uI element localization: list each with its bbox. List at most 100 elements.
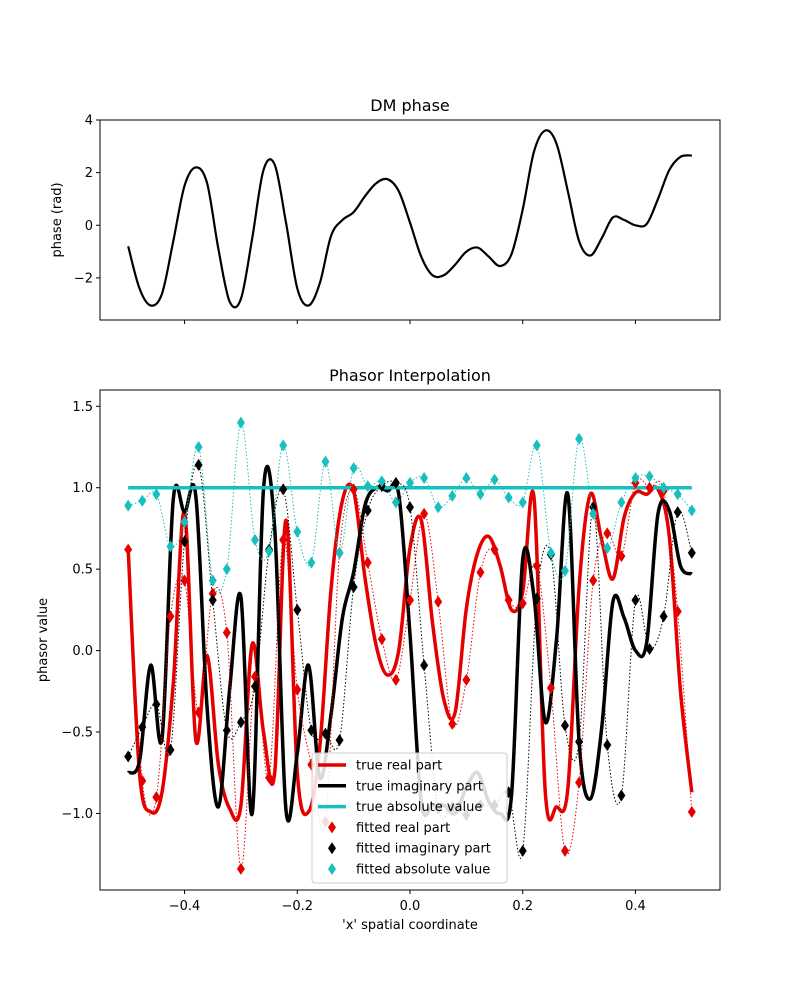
marker-fitted-absolute-value: [575, 432, 584, 445]
phasor-xtick-label: −0.4: [169, 899, 201, 914]
marker-fitted-imaginary-part: [335, 734, 344, 747]
marker-fitted-real-part: [251, 670, 259, 683]
marker-fitted-real-part: [532, 559, 541, 572]
legend: true real part true imaginary part true ab…: [311, 752, 508, 884]
interp-fitted-absolute-value: [128, 422, 693, 594]
phasor-xlabel: 'x' spatial coordinate: [342, 918, 478, 933]
marker-fitted-imaginary-part: [363, 504, 372, 517]
marker-fitted-absolute-value: [420, 471, 429, 484]
marker-fitted-absolute-value: [687, 504, 696, 517]
phasor-xtick-label: 0.4: [625, 899, 646, 914]
marker-fitted-imaginary-part: [575, 735, 584, 748]
marker-fitted-real-part: [673, 605, 682, 618]
marker-fitted-absolute-value: [377, 475, 386, 488]
marker-fitted-real-part: [561, 844, 569, 857]
marker-fitted-imaginary-part: [420, 659, 429, 672]
marker-fitted-real-part: [363, 556, 372, 569]
marker-fitted-imaginary-part: [321, 727, 330, 740]
legend-box: [311, 752, 508, 884]
marker-fitted-imaginary-part: [138, 721, 147, 734]
marker-fitted-absolute-value: [124, 499, 133, 512]
marker-fitted-absolute-value: [208, 574, 217, 587]
legend-label: true imaginary part: [356, 779, 483, 794]
marker-fitted-imaginary-part: [406, 501, 414, 514]
marker-fitted-absolute-value: [673, 488, 682, 501]
marker-fitted-imaginary-part: [236, 716, 245, 729]
marker-fitted-imaginary-part: [645, 642, 654, 655]
marker-fitted-real-part: [124, 543, 133, 556]
marker-fitted-absolute-value: [307, 556, 316, 569]
marker-fitted-imaginary-part: [518, 844, 527, 857]
marker-fitted-absolute-value: [166, 540, 175, 553]
marker-fitted-absolute-value: [518, 496, 527, 509]
marker-fitted-real-part: [166, 610, 175, 623]
marker-fitted-absolute-value: [561, 564, 569, 577]
phasor-xtick-label: 0.0: [400, 899, 421, 914]
marker-fitted-absolute-value: [589, 507, 598, 520]
marker-fitted-real-part: [645, 481, 654, 494]
legend-label: fitted real part: [356, 821, 450, 836]
marker-fitted-absolute-value: [152, 488, 161, 501]
marker-fitted-real-part: [391, 673, 400, 686]
marker-fitted-absolute-value: [434, 501, 443, 514]
marker-fitted-imaginary-part: [307, 724, 316, 737]
marker-fitted-absolute-value: [321, 455, 330, 468]
marker-fitted-real-part: [152, 791, 161, 804]
marker-fitted-real-part: [434, 595, 443, 608]
marker-fitted-real-part: [575, 776, 584, 789]
marker-fitted-absolute-value: [617, 496, 626, 509]
dm-phase-title: DM phase: [370, 96, 450, 115]
marker-fitted-absolute-value: [532, 439, 541, 452]
marker-fitted-imaginary-part: [251, 680, 259, 693]
marker-fitted-imaginary-part: [152, 698, 161, 711]
marker-fitted-imaginary-part: [279, 483, 288, 496]
marker-fitted-real-part: [222, 626, 231, 639]
marker-fitted-absolute-value: [194, 441, 203, 454]
marker-fitted-absolute-value: [335, 546, 344, 559]
marker-fitted-imaginary-part: [532, 592, 541, 605]
marker-fitted-absolute-value: [138, 494, 147, 507]
phasor-title: Phasor Interpolation: [329, 366, 491, 385]
phasor-ticks: 1.5 1.0 0.5 0.0 −0.5 −1.0 −0.4 −0.2 0.0 0.2 0.4: [61, 400, 645, 914]
marker-fitted-real-part: [448, 717, 457, 730]
marker-fitted-imaginary-part: [166, 743, 175, 756]
legend-marker: [328, 863, 336, 875]
marker-fitted-real-part: [617, 550, 626, 563]
phasor-ytick-label: 1.0: [72, 481, 93, 496]
dm-phase-ticks: 4 2 0 −2: [74, 114, 636, 324]
marker-fitted-absolute-value: [462, 471, 471, 484]
dm-phase-ytick-label: −2: [74, 271, 93, 286]
marker-fitted-absolute-value: [293, 525, 302, 538]
phasor-panel: Phasor Interpolation phasor value 'x' sp…: [36, 366, 721, 933]
marker-fitted-imaginary-part: [631, 594, 640, 607]
phasor-xtick-label: −0.2: [281, 899, 313, 914]
marker-fitted-absolute-value: [349, 462, 358, 475]
marker-fitted-absolute-value: [490, 473, 499, 486]
marker-fitted-absolute-value: [406, 476, 414, 489]
legend-label: true absolute value: [356, 800, 482, 815]
marker-fitted-imaginary-part: [603, 739, 612, 752]
marker-fitted-real-part: [546, 682, 555, 695]
marker-fitted-imaginary-part: [659, 610, 668, 623]
phasor-ytick-label: −1.0: [61, 807, 93, 822]
marker-fitted-real-part: [208, 587, 217, 600]
phasor-xtick-label: 0.2: [512, 899, 533, 914]
interp-fitted-real-part: [127, 478, 693, 870]
dm-phase-axes-frame: [99, 119, 721, 321]
marker-fitted-imaginary-part: [673, 506, 682, 519]
legend-marker: [328, 842, 336, 855]
marker-fitted-imaginary-part: [349, 581, 358, 594]
marker-fitted-absolute-value: [180, 515, 189, 528]
marker-fitted-absolute-value: [448, 489, 457, 502]
marker-fitted-real-part: [687, 805, 696, 818]
marker-fitted-real-part: [279, 533, 288, 546]
marker-fitted-imaginary-part: [561, 719, 569, 732]
marker-fitted-imaginary-part: [194, 458, 203, 471]
marker-fitted-absolute-value: [603, 541, 612, 554]
marker-fitted-real-part: [518, 597, 527, 610]
marker-fitted-real-part: [504, 594, 513, 607]
marker-fitted-real-part: [349, 483, 358, 496]
dm-phase-ytick-label: 0: [85, 219, 93, 234]
marker-fitted-real-part: [406, 594, 414, 607]
